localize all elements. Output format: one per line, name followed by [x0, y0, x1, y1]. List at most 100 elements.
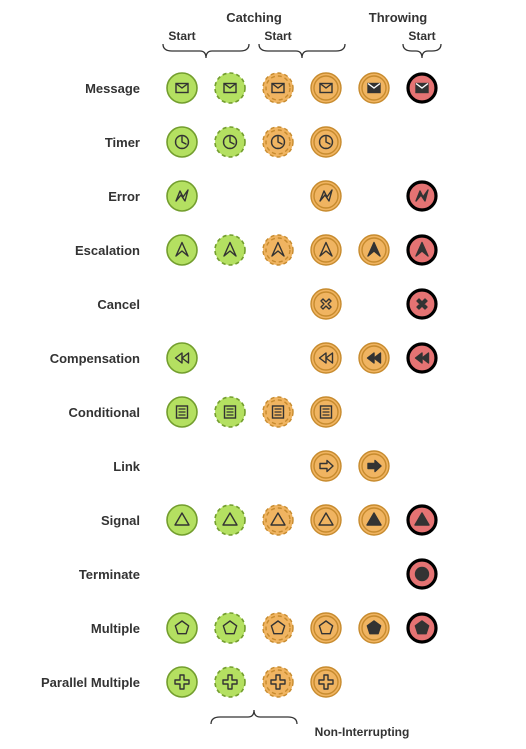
- cell: [206, 396, 254, 428]
- row-label-conditional: Conditional: [8, 405, 158, 420]
- table-row: Conditional: [8, 395, 518, 429]
- message-icon: [214, 72, 246, 104]
- bottom-label-row: Non-Interrupting: [158, 725, 518, 739]
- compensation-icon: [166, 342, 198, 374]
- signal-icon: [262, 504, 294, 536]
- timer-icon: [310, 126, 342, 158]
- link-icon: [310, 450, 342, 482]
- cell: [398, 558, 446, 590]
- signal-icon: [406, 504, 438, 536]
- cell: [206, 504, 254, 536]
- row-label-parallel: Parallel Multiple: [8, 675, 158, 690]
- signal-icon: [214, 504, 246, 536]
- sub-header-row: Start Start Start: [158, 29, 518, 43]
- row-label-multiple: Multiple: [8, 621, 158, 636]
- cell: [350, 72, 398, 104]
- cell: [350, 612, 398, 644]
- compensation-icon: [358, 342, 390, 374]
- cell: [398, 504, 446, 536]
- cell: [254, 396, 302, 428]
- cell: [302, 504, 350, 536]
- link-icon: [358, 450, 390, 482]
- top-group-row: CatchingThrowing: [158, 10, 518, 25]
- table-row: Cancel: [8, 287, 518, 321]
- cell: [302, 612, 350, 644]
- row-label-timer: Timer: [8, 135, 158, 150]
- top-brace-row: [158, 43, 518, 61]
- message-icon: [166, 72, 198, 104]
- cell: [158, 234, 206, 266]
- escalation-icon: [262, 234, 294, 266]
- table-row: Compensation: [8, 341, 518, 375]
- row-label-link: Link: [8, 459, 158, 474]
- multiple-icon: [406, 612, 438, 644]
- parallel-icon: [214, 666, 246, 698]
- message-icon: [262, 72, 294, 104]
- timer-icon: [166, 126, 198, 158]
- cell: [302, 450, 350, 482]
- table-row: Message: [8, 71, 518, 105]
- compensation-icon: [310, 342, 342, 374]
- cell: [302, 234, 350, 266]
- cancel-icon: [310, 288, 342, 320]
- cell: [206, 72, 254, 104]
- cell: [302, 180, 350, 212]
- cell: [158, 126, 206, 158]
- parallel-icon: [262, 666, 294, 698]
- cell: [254, 666, 302, 698]
- row-label-terminate: Terminate: [8, 567, 158, 582]
- bottom-group-label: Non-Interrupting: [314, 725, 410, 739]
- signal-icon: [358, 504, 390, 536]
- row-label-escalation: Escalation: [8, 243, 158, 258]
- event-grid: MessageTimerErrorEscalationCancelCompens…: [8, 71, 518, 699]
- brace-icon: [398, 43, 446, 61]
- cell: [302, 666, 350, 698]
- multiple-icon: [166, 612, 198, 644]
- cell: [158, 504, 206, 536]
- cell: [398, 234, 446, 266]
- row-label-compensation: Compensation: [8, 351, 158, 366]
- table-row: Signal: [8, 503, 518, 537]
- conditional-icon: [310, 396, 342, 428]
- conditional-icon: [262, 396, 294, 428]
- table-row: Timer: [8, 125, 518, 159]
- cell: [158, 666, 206, 698]
- row-label-signal: Signal: [8, 513, 158, 528]
- cell: [398, 288, 446, 320]
- row-label-message: Message: [8, 81, 158, 96]
- brace-icon: [158, 43, 254, 61]
- group-throwing: Throwing: [350, 10, 446, 25]
- cell: [206, 612, 254, 644]
- cell: [254, 504, 302, 536]
- sub-header-start: Start: [158, 29, 206, 43]
- cell: [254, 234, 302, 266]
- sub-header-start: Start: [254, 29, 302, 43]
- timer-icon: [214, 126, 246, 158]
- signal-icon: [310, 504, 342, 536]
- error-icon: [166, 180, 198, 212]
- cell: [398, 342, 446, 374]
- cell: [158, 180, 206, 212]
- row-label-cancel: Cancel: [8, 297, 158, 312]
- conditional-icon: [214, 396, 246, 428]
- cell: [302, 126, 350, 158]
- message-icon: [406, 72, 438, 104]
- table-row: Multiple: [8, 611, 518, 645]
- table-row: Escalation: [8, 233, 518, 267]
- cell: [254, 72, 302, 104]
- bottom-brace-row: [158, 709, 518, 725]
- cell: [398, 72, 446, 104]
- cell: [350, 234, 398, 266]
- multiple-icon: [262, 612, 294, 644]
- escalation-icon: [214, 234, 246, 266]
- error-icon: [310, 180, 342, 212]
- message-icon: [358, 72, 390, 104]
- sub-header-start: Start: [398, 29, 446, 43]
- cell: [206, 234, 254, 266]
- signal-icon: [166, 504, 198, 536]
- cancel-icon: [406, 288, 438, 320]
- escalation-icon: [310, 234, 342, 266]
- cell: [206, 666, 254, 698]
- message-icon: [310, 72, 342, 104]
- group-catching: Catching: [158, 10, 350, 25]
